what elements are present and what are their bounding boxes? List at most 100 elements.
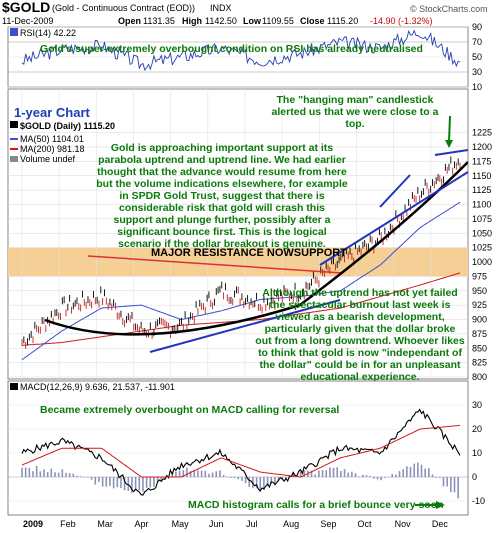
upper-uptrend-line <box>319 171 468 266</box>
price-tick: 1125 <box>472 185 491 195</box>
rsi-legend-swatch <box>10 28 18 36</box>
rsi-tick: 30 <box>472 67 482 77</box>
rsi-tick: 10 <box>472 82 482 92</box>
macd-histogram-bar <box>303 470 306 477</box>
macd-histogram-bar <box>230 477 232 478</box>
macd-histogram-bar <box>32 471 34 477</box>
macd-histogram-bar <box>373 477 375 479</box>
rsi-tick-labels: 90 70 50 30 10 <box>472 22 482 92</box>
high-label: High <box>182 16 202 26</box>
low-value: 1109.55 <box>262 16 294 26</box>
ma50-line <box>21 201 461 361</box>
macd-histogram-bar <box>409 466 412 477</box>
macd-histogram-bar <box>175 471 177 477</box>
open-label: Open <box>118 16 141 26</box>
macd-histogram-bar <box>76 475 78 477</box>
macd-histogram-bar <box>406 466 408 477</box>
macd-histogram-bar <box>182 470 185 477</box>
volume-legend: Volume undef <box>20 154 76 164</box>
macd-histogram-bar <box>149 477 152 488</box>
macd-tick-labels: 30 20 10 0 -10 <box>472 400 485 506</box>
macd-histogram-bar <box>226 476 229 478</box>
macd-histogram-bar <box>336 467 339 477</box>
macd-histogram-bar <box>120 477 122 489</box>
month-tick: Sep <box>320 519 336 529</box>
macd-histogram-bar <box>61 469 64 477</box>
close-label: Close <box>300 16 325 26</box>
macd-histogram-bar <box>310 470 313 477</box>
month-gridlines <box>21 89 432 379</box>
macd-histogram-bar <box>417 462 419 477</box>
ma50-legend: MA(50) 1104.01 <box>20 134 84 144</box>
macd-histogram-bar <box>369 476 372 477</box>
macd-histogram-bar <box>200 470 203 477</box>
symbol: $GOLD <box>2 0 50 15</box>
channel-line-1 <box>379 174 411 208</box>
macd-histogram-bar <box>453 477 456 493</box>
macd-annotation-bottom: MACD histogram calls for a brief bounce … <box>188 499 444 511</box>
month-tick: May <box>172 519 190 529</box>
price-tick: 1175 <box>472 156 491 166</box>
macd-histogram-bar <box>362 474 364 477</box>
macd-histogram-bar <box>435 477 437 478</box>
month-tick: Aug <box>283 519 299 529</box>
macd-histogram-bar <box>450 477 452 493</box>
macd-histogram-bar <box>244 477 247 484</box>
hanging-man-annotation: The "hanging man" candlestick alerted us … <box>272 94 439 130</box>
hanging-man-arrowhead <box>445 140 453 148</box>
macd-histogram-bar <box>211 472 214 477</box>
low-label: Low <box>243 16 262 26</box>
macd-histogram-bar <box>28 467 31 477</box>
macd-histogram-bar <box>442 477 445 487</box>
macd-histogram-bar <box>131 477 133 493</box>
price-tick: 1050 <box>472 228 492 238</box>
macd-histogram-bar <box>266 477 269 486</box>
macd-histogram-bar <box>153 477 155 487</box>
month-tick: Apr <box>135 519 149 529</box>
macd-histogram-bar <box>402 469 404 477</box>
price-tick: 1200 <box>472 142 492 152</box>
macd-histogram-bar <box>35 466 38 477</box>
macd-histogram-bar <box>424 468 426 477</box>
macd-annotation-arrowhead <box>436 501 445 509</box>
macd-histogram-bar <box>112 477 115 489</box>
price-legend: $GOLD (Daily) 1115.20 <box>20 121 115 131</box>
macd-histogram-bar <box>138 477 141 491</box>
macd-histogram-bar <box>193 469 196 477</box>
macd-histogram-bar <box>321 470 324 477</box>
hanging-man-arrow <box>448 115 451 143</box>
macd-histogram-bar <box>351 471 353 477</box>
macd-histogram-bar <box>413 463 415 477</box>
macd-histogram-bar <box>94 477 97 485</box>
macd-histogram-bar <box>219 470 221 477</box>
date: 11-Dec-2009 <box>2 16 53 26</box>
rsi-grid <box>8 26 468 88</box>
price-tick: 950 <box>472 286 487 296</box>
macd-histogram-bar <box>186 467 188 477</box>
rsi-tick: 90 <box>472 22 482 32</box>
macd-histogram-bar <box>329 467 331 477</box>
macd-histogram-bar <box>354 473 357 477</box>
rsi-tick: 70 <box>472 37 482 47</box>
macd-histogram-bar <box>325 470 328 477</box>
macd-histogram-bar <box>318 470 320 477</box>
month-tick: Nov <box>395 519 412 529</box>
macd-histogram-bar <box>446 477 448 487</box>
macd-histogram-bar <box>263 477 265 490</box>
macd-histogram-bar <box>57 472 60 477</box>
rsi-series-line <box>21 29 461 71</box>
macd-histogram-bar <box>21 467 23 477</box>
macd-histogram-bar <box>87 477 89 478</box>
macd-histogram-bar <box>164 477 166 479</box>
macd-histogram-bar <box>197 470 199 477</box>
macd-tick: 20 <box>472 424 482 434</box>
macd-histogram-bar <box>398 471 401 477</box>
macd-histogram-bar <box>109 477 111 486</box>
macd-histogram-bar <box>50 468 53 477</box>
macd-histogram-bar <box>101 477 104 487</box>
macd-histogram-bar <box>270 477 273 484</box>
open-value: 1131.35 <box>143 16 175 26</box>
macd-histogram-bar <box>343 469 346 477</box>
macd-histogram-bar <box>347 472 350 477</box>
